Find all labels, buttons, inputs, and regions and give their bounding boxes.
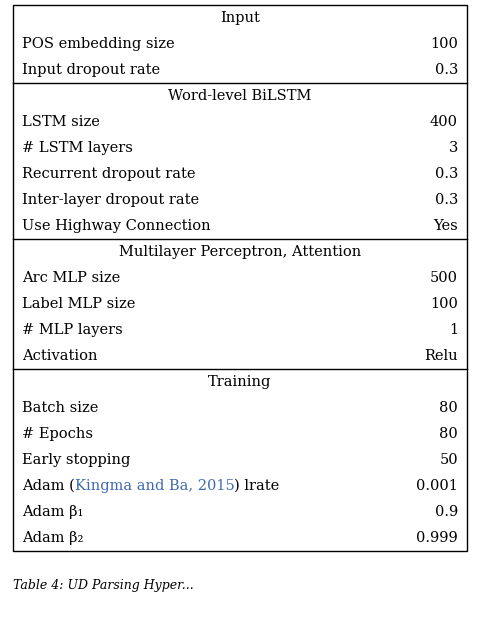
- Text: 1: 1: [449, 323, 458, 337]
- Text: Use Highway Connection: Use Highway Connection: [22, 219, 211, 233]
- Text: # MLP layers: # MLP layers: [22, 323, 123, 337]
- Text: Kingma and Ba, 2015: Kingma and Ba, 2015: [75, 479, 235, 493]
- Text: Activation: Activation: [22, 349, 97, 363]
- Text: ) lrate: ) lrate: [235, 479, 280, 493]
- Text: Word-level BiLSTM: Word-level BiLSTM: [168, 89, 312, 103]
- Text: 0.999: 0.999: [416, 531, 458, 545]
- Text: Adam β₂: Adam β₂: [22, 531, 84, 545]
- Text: Training: Training: [208, 375, 272, 389]
- Text: # LSTM layers: # LSTM layers: [22, 141, 133, 155]
- Text: Adam β₁: Adam β₁: [22, 505, 84, 519]
- Text: 400: 400: [430, 115, 458, 129]
- Text: 3: 3: [449, 141, 458, 155]
- Text: Batch size: Batch size: [22, 401, 98, 415]
- Text: Yes: Yes: [433, 219, 458, 233]
- Text: Recurrent dropout rate: Recurrent dropout rate: [22, 167, 195, 181]
- Text: Early stopping: Early stopping: [22, 453, 131, 467]
- Text: POS embedding size: POS embedding size: [22, 37, 175, 51]
- Text: Label MLP size: Label MLP size: [22, 297, 135, 311]
- Bar: [13, 5, 467, 551]
- Text: 50: 50: [439, 453, 458, 467]
- Text: 80: 80: [439, 427, 458, 441]
- Text: LSTM size: LSTM size: [22, 115, 100, 129]
- Text: 0.3: 0.3: [434, 193, 458, 207]
- Text: Inter-layer dropout rate: Inter-layer dropout rate: [22, 193, 199, 207]
- Text: Table 4: UD Parsing Hyper...: Table 4: UD Parsing Hyper...: [13, 579, 194, 592]
- Text: 0.001: 0.001: [416, 479, 458, 493]
- Text: Multilayer Perceptron, Attention: Multilayer Perceptron, Attention: [119, 245, 361, 259]
- Text: Arc MLP size: Arc MLP size: [22, 271, 120, 285]
- Text: 0.3: 0.3: [434, 167, 458, 181]
- Text: Input: Input: [220, 11, 260, 25]
- Text: 80: 80: [439, 401, 458, 415]
- Text: Relu: Relu: [424, 349, 458, 363]
- Text: Input dropout rate: Input dropout rate: [22, 63, 160, 77]
- Text: # Epochs: # Epochs: [22, 427, 93, 441]
- Text: 0.3: 0.3: [434, 63, 458, 77]
- Text: 0.9: 0.9: [435, 505, 458, 519]
- Text: Adam (: Adam (: [22, 479, 75, 493]
- Text: 500: 500: [430, 271, 458, 285]
- Text: 100: 100: [430, 297, 458, 311]
- Text: 100: 100: [430, 37, 458, 51]
